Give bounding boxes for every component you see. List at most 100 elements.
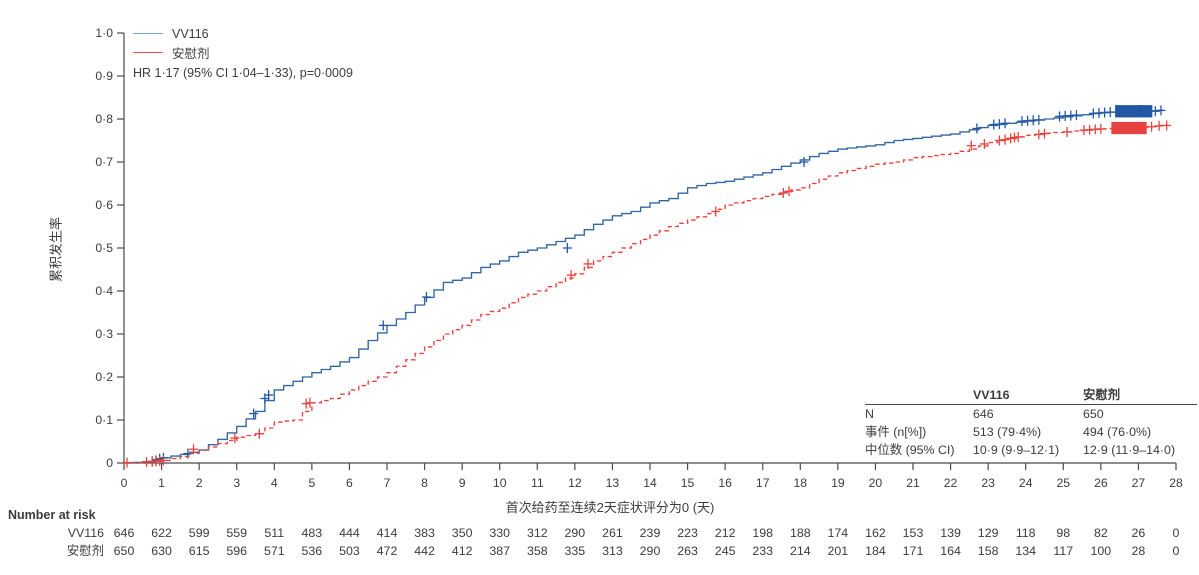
- risk-count: 117: [1053, 544, 1074, 558]
- x-tick-label: 13: [606, 476, 620, 490]
- y-tick-label: 0·6: [95, 198, 113, 212]
- risk-count: 335: [564, 544, 586, 558]
- risk-count: 615: [188, 544, 210, 558]
- risk-count: 412: [451, 544, 473, 558]
- risk-count: 472: [376, 544, 398, 558]
- risk-count: 442: [414, 544, 435, 558]
- risk-count: 129: [977, 526, 999, 540]
- risk-count: 0: [1172, 544, 1180, 558]
- risk-count: 171: [902, 544, 924, 558]
- x-tick-label: 2: [196, 476, 203, 490]
- risk-count: 350: [451, 526, 473, 540]
- y-tick-label: 0·5: [95, 241, 113, 255]
- x-tick-label: 1: [158, 476, 165, 490]
- risk-count: 153: [902, 526, 924, 540]
- hazard-ratio-annotation: HR 1·17 (95% CI 1·04–1·33), p=0·0009: [133, 66, 353, 80]
- summary-median-placebo: 12·9 (11·9–14·0): [1083, 443, 1176, 457]
- vv116-line-swatch-icon: [133, 33, 163, 34]
- axes: [117, 32, 1177, 470]
- risk-count: 100: [1090, 544, 1112, 558]
- legend: VV116 安慰剂 HR 1·17 (95% CI 1·04–1·33), p=…: [133, 24, 353, 80]
- number-at-risk-title: Number at risk: [8, 508, 96, 522]
- risk-count: 174: [827, 526, 849, 540]
- risk-count: 483: [301, 526, 323, 540]
- x-tick-label: 4: [271, 476, 278, 490]
- risk-count: 358: [526, 544, 548, 558]
- risk-count: 559: [226, 526, 248, 540]
- legend-label-vv116: VV116: [172, 26, 209, 41]
- x-tick-label: 15: [681, 476, 695, 490]
- summary-row-n: N 646 650: [865, 405, 1197, 423]
- risk-count: 188: [789, 526, 811, 540]
- risk-count: 503: [339, 544, 360, 558]
- risk-count: 0: [1172, 526, 1180, 540]
- x-tick-label: 5: [308, 476, 315, 490]
- placebo-line-swatch-icon: [133, 52, 163, 53]
- risk-row-label-vv116: VV116: [67, 526, 104, 540]
- x-tick-label: 18: [794, 476, 808, 490]
- summary-row-events: 事件 (n[%]) 513 (79·4%) 494 (76·0%): [865, 423, 1197, 441]
- risk-count: 290: [639, 544, 661, 558]
- risk-count: 312: [526, 526, 548, 540]
- x-tick-label: 26: [1094, 476, 1108, 490]
- y-tick-label: 0·7: [95, 155, 113, 169]
- risk-count: 214: [789, 544, 811, 558]
- risk-count: 118: [1015, 526, 1036, 540]
- y-tick-label: 0·1: [95, 413, 113, 427]
- summary-row-median-label: 中位数 (95% CI): [865, 443, 955, 457]
- summary-n-vv116: 646: [973, 407, 994, 421]
- risk-count: 414: [376, 526, 398, 540]
- summary-row-median: 中位数 (95% CI) 10·9 (9·9–12·1) 12·9 (11·9–…: [865, 441, 1197, 459]
- x-tick-label: 19: [831, 476, 845, 490]
- x-tick-label: 3: [233, 476, 240, 490]
- risk-row-label-placebo: 安慰剂: [66, 544, 104, 558]
- x-tick-label: 9: [459, 476, 466, 490]
- x-tick-label: 23: [981, 476, 995, 490]
- y-tick-label: 1·0: [95, 26, 113, 40]
- legend-label-placebo: 安慰剂: [172, 47, 210, 61]
- vv116-curve: [124, 109, 1163, 464]
- risk-count: 650: [113, 544, 135, 558]
- placebo-censor-block: [1111, 121, 1147, 135]
- x-tick-label: 27: [1132, 476, 1146, 490]
- y-tick-label: 0·3: [95, 327, 113, 341]
- vv116-censor-marks: [147, 105, 1166, 467]
- risk-count: 646: [113, 526, 135, 540]
- risk-count: 630: [151, 544, 172, 558]
- risk-count: 511: [264, 526, 285, 540]
- x-tick-label: 24: [1019, 476, 1033, 490]
- risk-count: 164: [940, 544, 961, 558]
- risk-count: 383: [414, 526, 435, 540]
- x-tick-label: 6: [346, 476, 353, 490]
- risk-count: 233: [752, 544, 774, 558]
- x-tick-label: 16: [718, 476, 732, 490]
- x-tick-label: 7: [384, 476, 391, 490]
- risk-count: 139: [940, 526, 961, 540]
- vv116-censor-block: [1115, 105, 1142, 118]
- x-tick-label: 28: [1169, 476, 1183, 490]
- risk-count: 313: [602, 544, 623, 558]
- risk-count: 98: [1056, 526, 1071, 540]
- risk-count: 184: [865, 544, 886, 558]
- x-axis-title: 首次给药至连续2天症状评分为0 (天): [505, 500, 715, 515]
- x-tick-label: 14: [643, 476, 657, 490]
- risk-count: 622: [151, 526, 172, 540]
- risk-count: 26: [1131, 526, 1146, 540]
- x-tick-label: 21: [906, 476, 920, 490]
- y-axis-title: 累积发生率: [48, 217, 64, 283]
- risk-count: 134: [1015, 544, 1037, 558]
- summary-events-placebo: 494 (76·0%): [1083, 425, 1152, 439]
- y-tick-label: 0: [106, 456, 113, 470]
- summary-header-vv116: VV116: [973, 388, 1010, 402]
- y-tick-label: 0·4: [95, 284, 113, 298]
- vv116-censor-block: [1137, 105, 1153, 118]
- risk-count: 239: [639, 526, 661, 540]
- risk-count: 261: [602, 526, 623, 540]
- risk-count: 330: [489, 526, 511, 540]
- summary-header-placebo: 安慰剂: [1083, 388, 1121, 402]
- risk-count: 571: [263, 544, 285, 558]
- x-tick-label: 11: [531, 476, 544, 490]
- x-tick-label: 17: [756, 476, 770, 490]
- placebo-curve: [124, 124, 1169, 464]
